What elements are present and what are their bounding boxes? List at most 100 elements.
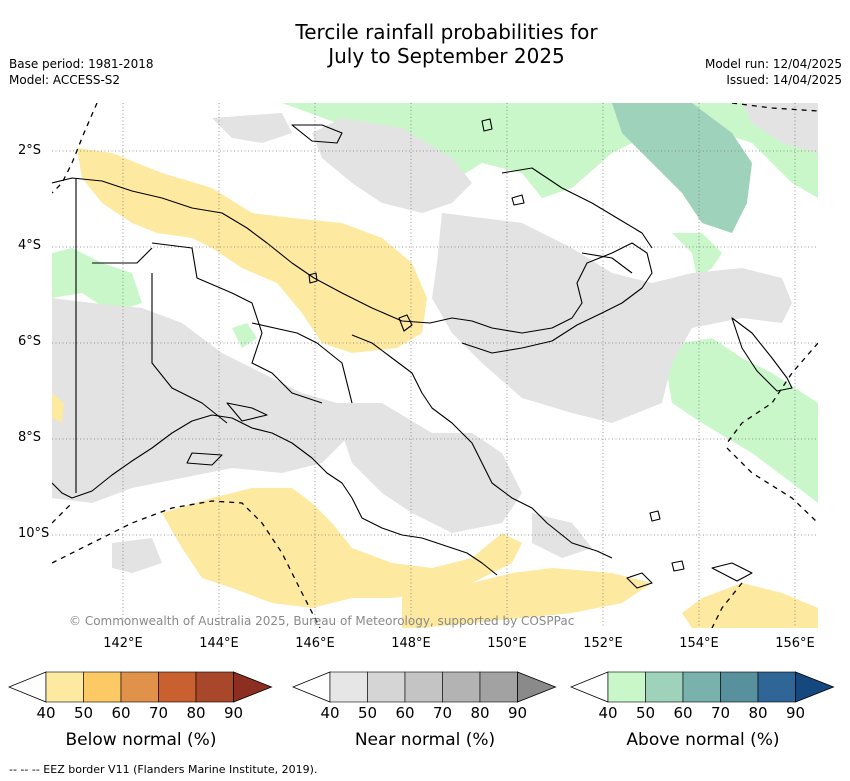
latitude-tick-label: 2°S: [18, 143, 42, 158]
colorbar-tick-label: 90: [223, 704, 244, 722]
colorbar-segment: [195, 671, 234, 703]
eez-border-south: [711, 582, 743, 628]
latitude-tick-label: 4°S: [18, 238, 42, 253]
colorbar-tick-label: 90: [785, 704, 806, 722]
island-small-2: [398, 314, 413, 332]
model-name: Model: ACCESS-S2: [9, 73, 121, 87]
eez-border-west: [52, 103, 98, 194]
colorbar-segment: [479, 671, 518, 703]
colorbar-tick-label: 40: [320, 704, 340, 722]
below-region-south-east: [402, 568, 652, 628]
gridlines: [52, 103, 818, 628]
eez-border-east: [726, 342, 818, 444]
above-normal-colorbar: [570, 671, 835, 703]
colorbar-segment: [645, 671, 684, 703]
longitude-tick-label: 148°E: [391, 636, 431, 651]
colorbar-tick-label: 70: [710, 704, 731, 722]
colorbar-tick-label: 70: [148, 704, 169, 722]
model-run: Model run: 12/04/2025: [704, 57, 842, 71]
below-normal-colorbar: [8, 671, 273, 703]
island-small-7: [626, 572, 653, 589]
island-small-10: [186, 452, 223, 466]
colorbar-segment: [45, 671, 84, 703]
above-region-mid-east: [672, 233, 722, 278]
new-guinea-south-coast: [52, 414, 498, 576]
bougainville-coast: [731, 317, 793, 392]
above-50-region-northeast: [612, 103, 752, 233]
near-region-south-central: [332, 403, 522, 533]
longitude-tick-label: 142°E: [103, 636, 143, 651]
latitude-tick-label: 10°S: [18, 526, 50, 541]
above-normal-50-areas: [612, 103, 752, 233]
longitude-tick-label: 146°E: [295, 636, 335, 651]
island-small-3: [481, 118, 493, 132]
eez-border-north-east: [731, 103, 818, 112]
near-region-north-2: [212, 113, 292, 143]
near-region-central: [432, 213, 792, 423]
near-region-north-1: [312, 118, 472, 213]
colorbar-tick-label: 40: [598, 704, 618, 722]
colorbar-segment: [158, 671, 197, 703]
longitude-tick-label: 144°E: [199, 636, 239, 651]
longitude-tick-label: 152°E: [583, 636, 623, 651]
colorbar-under-triangle: [570, 671, 609, 703]
map-title-line1: Tercile rainfall probabilities for: [295, 20, 598, 44]
colorbar-tick-label: 50: [357, 704, 378, 722]
below-region-southeast-corner: [682, 583, 818, 628]
near-region-west: [52, 298, 352, 503]
province-border-1: [151, 242, 323, 404]
colorbar-segment: [607, 671, 646, 703]
colorbar-tick-label: 50: [635, 704, 656, 722]
below-region-west-edge: [52, 393, 64, 423]
copyright-credit: © Commonwealth of Australia 2025, Bureau…: [69, 614, 575, 628]
colorbar-tick-label: 60: [673, 704, 693, 722]
colorbar-segment: [120, 671, 159, 703]
island-small-5: [649, 510, 661, 522]
new-guinea-north-coast: [52, 177, 653, 354]
manus-island: [291, 124, 343, 144]
near-normal-colorbar: [292, 671, 557, 703]
bismarck-island-north: [501, 167, 653, 249]
colorbar-tick-label: 60: [395, 704, 415, 722]
island-small-9: [226, 402, 268, 422]
map-title-line2: July to September 2025: [328, 44, 565, 68]
run-info-right: Model run: 12/04/2025 Issued: 14/04/2025: [705, 56, 842, 88]
longitude-tick-label: 154°E: [679, 636, 719, 651]
colorbar-tick-label: 50: [73, 704, 94, 722]
run-info-left: Base period: 1981-2018 Model: ACCESS-S2: [9, 56, 154, 88]
issued-date: Issued: 14/04/2025: [726, 73, 842, 87]
near-region-northeast: [742, 103, 818, 153]
rainfall-map: [52, 103, 818, 628]
colorbar-tick-label: 80: [470, 704, 490, 722]
longitude-tick-label: 150°E: [487, 636, 527, 651]
colorbar-segment: [720, 671, 759, 703]
colorbar-tick-label: 90: [507, 704, 528, 722]
province-border-4: [251, 322, 353, 404]
eez-borders: [52, 103, 818, 628]
longitude-tick-label: 156°E: [775, 636, 815, 651]
colorbar-under-triangle: [292, 671, 331, 703]
latitude-tick-label: 6°S: [18, 334, 42, 349]
colorbar-under-triangle: [8, 671, 47, 703]
new-britain-coast: [581, 252, 633, 274]
colorbar-tick-label: 80: [748, 704, 768, 722]
eez-border-south-start: [52, 502, 73, 524]
colorbar-segment: [329, 671, 368, 703]
colorbar-segment: [83, 671, 122, 703]
base-period: Base period: 1981-2018: [9, 57, 154, 71]
colorbar-segment: [682, 671, 721, 703]
province-border-2: [151, 273, 228, 424]
above-region-far-west: [52, 248, 142, 313]
colorbar-segment: [757, 671, 796, 703]
near-normal-label: Near normal (%): [354, 730, 496, 750]
island-small-4: [511, 194, 525, 206]
island-small-6: [671, 560, 685, 572]
colorbar-over-triangle: [517, 671, 557, 703]
colorbar-over-triangle: [795, 671, 835, 703]
png-island-ridge: [351, 334, 613, 559]
colorbar-tick-label: 60: [111, 704, 131, 722]
colorbar-tick-label: 40: [36, 704, 56, 722]
colorbar-tick-label: 70: [432, 704, 453, 722]
island-small-8: [711, 562, 753, 582]
coastlines: [52, 118, 793, 589]
